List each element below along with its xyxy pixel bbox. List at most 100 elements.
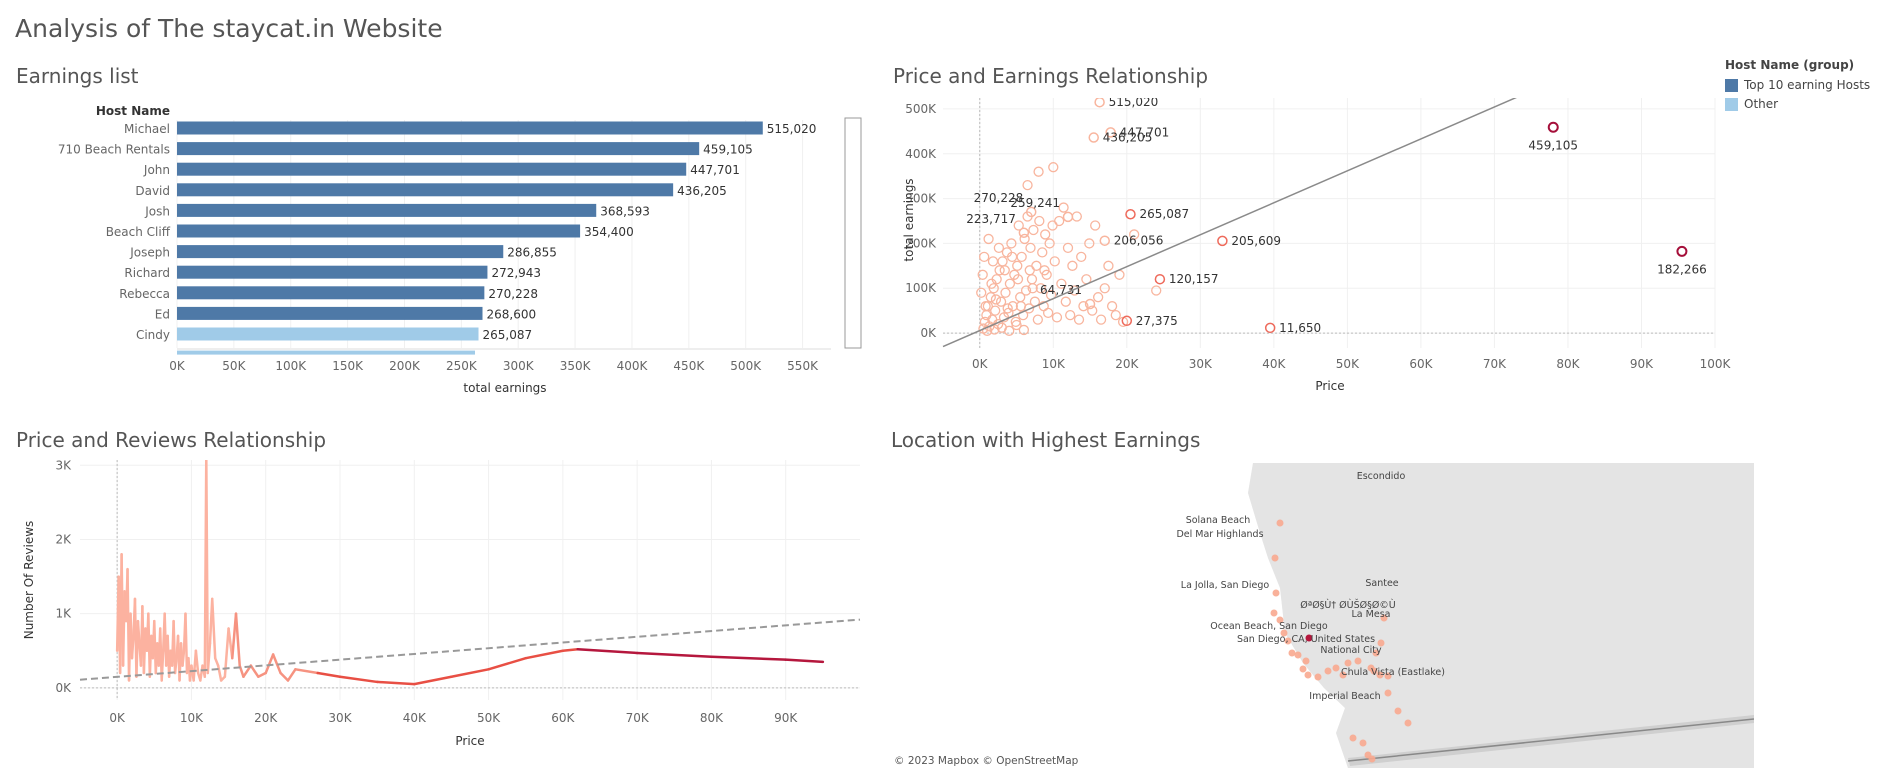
line-segment [271,653,282,675]
scatter-point [997,256,1008,267]
bar-category-label: 710 Beach Rentals [58,143,170,157]
bar-value-label: 354,400 [584,225,634,239]
legend-item-other[interactable]: Other [1725,97,1870,111]
y-axis-title: total earnings [902,178,916,261]
map-point [1272,589,1280,597]
x-axis-title: Price [455,734,484,748]
scatter-point [1049,256,1060,267]
scatter-point [1062,242,1074,254]
map-point [1276,616,1284,624]
map-place-label: Solana Beach [1186,515,1251,526]
y-tick-label: 300K [905,192,937,206]
scatter-point [989,324,1000,335]
scatter-labeled-point [1088,132,1099,143]
category-header: Host Name [96,104,170,118]
point-label: 120,157 [1169,272,1219,286]
scatter-point [1025,242,1036,254]
scatter-point [1048,162,1059,173]
map-place-label: Escondido [1357,471,1406,482]
x-tick-label: 200K [389,359,421,373]
map-point [1324,667,1332,675]
legend-title: Host Name (group) [1725,58,1855,72]
scatter-labeled-point [1547,121,1559,133]
scatter-point [1092,292,1104,303]
host-group-legend[interactable]: Host Name (group) Top 10 earning Hosts O… [1725,58,1870,116]
line-segment [160,649,165,682]
x-tick-label: 90K [1630,357,1654,371]
price-earnings-title: Price and Earnings Relationship [893,64,1209,88]
line-segment [784,658,825,664]
x-tick-label: 450K [673,359,705,373]
scatter-point [1013,220,1024,231]
map-point [1276,519,1284,527]
price-earnings-scatter[interactable]: 0K 10K 20K 30K 40K 50K 60K 70K 80K 90K 100K 0K 100K 2… [893,98,1763,408]
point-label: 515,020 [1109,98,1159,109]
x-tick-label: 70K [1483,357,1507,371]
map-place-label: ØªØ§Ù† ØÙŠØ§Ø©Ù [1300,599,1396,611]
price-reviews-line-chart[interactable]: 0K 10K 20K 30K 40K 50K 60K 70K 80K 90K 0K 1K 2K 3K Pri… [0,460,880,768]
scatter-labeled-point [1125,208,1136,220]
line-segment [206,642,212,675]
line-segment [136,619,141,645]
line-segment [450,668,490,678]
map-point [1339,671,1347,679]
bar [177,162,687,176]
bar [177,183,674,197]
scatter-labeled-point [1121,315,1133,327]
point-label: 182,266 [1657,262,1707,276]
x-tick-label: 50K [222,359,246,373]
scatter-point [979,251,990,263]
scatter-point [1040,229,1051,240]
y-axis-title: Number Of Reviews [22,521,36,640]
bar-value-label: 368,593 [600,204,650,218]
earnings-location-map[interactable]: Escondido Solana Beach Del Mar Highlands La… [888,463,1754,768]
line-segment [294,668,319,675]
scatter-point [1047,220,1058,231]
trend-line [79,618,861,681]
line-segment [210,597,217,660]
map-place-label: Imperial Beach [1309,691,1380,702]
scatter-point [1106,301,1118,312]
scatter-point [1028,224,1039,236]
map-point [1376,671,1384,679]
scatter-point [1004,278,1016,289]
line-segment [216,664,223,682]
x-tick-label: 60K [1409,357,1433,371]
scatter-point [1034,215,1045,227]
scatter-point [1000,287,1011,298]
x-tick-label: 100K [275,359,307,373]
earnings-bar-chart[interactable]: Host Name 0K 50K 100K 150K 200K 250K 300K 350K 40… [0,98,880,408]
line-segment [249,664,260,678]
x-tick-label: 400K [617,359,649,373]
scatter-point [1024,265,1035,276]
x-tick-label: 60K [551,711,575,725]
scatter-point [1103,260,1114,271]
x-tick-label: 90K [774,711,798,725]
scatter-labeled-point [1025,206,1037,218]
map-place-label: National City [1320,645,1382,656]
map-point [1270,609,1278,617]
scatter-point [981,325,993,336]
map-place-label: Chula Vista (Eastlake) [1341,667,1445,678]
line-segment [234,612,241,667]
scatter-point [1151,285,1162,296]
point-label: 265,087 [1139,207,1189,221]
bar-category-label: Beach Cliff [106,225,171,239]
map-attribution: © 2023 Mapbox © OpenStreetMap [894,755,1079,767]
scatter-labeled-point [1217,235,1228,247]
line-segment [194,649,200,675]
point-label: 270,228 [974,191,1024,205]
line-segment [316,671,342,678]
line-segment [130,634,135,660]
x-tick-label: 70K [626,711,650,725]
map-point [1288,649,1296,657]
x-tick-label: 50K [1336,357,1360,371]
y-tick-label: 200K [905,236,937,250]
scatter-point [1006,238,1017,249]
line-segment [279,671,290,682]
bar-value-label: 459,105 [703,143,753,157]
legend-item-top10[interactable]: Top 10 earning Hosts [1725,78,1870,92]
bar-value-label: 265,087 [483,328,533,342]
bar-category-label: Josh [144,204,170,218]
scatter-point [1078,301,1089,312]
